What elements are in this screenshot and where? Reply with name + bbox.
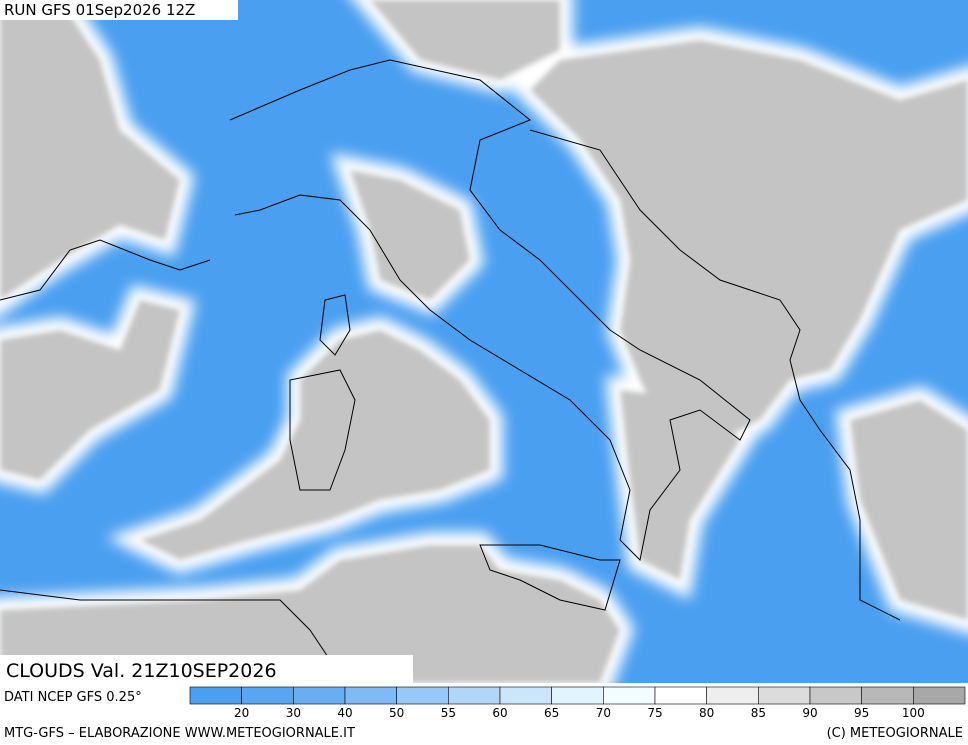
legend-level-label: 65 (544, 706, 559, 720)
legend-level-label: 40 (337, 706, 352, 720)
coastlines (0, 59, 901, 661)
run-label: RUN GFS 01Sep2026 12Z (4, 1, 195, 19)
legend-level-label: 70 (596, 706, 611, 720)
legend-swatch (654, 686, 707, 705)
legend-level-label: 55 (441, 706, 456, 720)
legend-swatch (551, 686, 604, 705)
legend-swatch (809, 686, 862, 705)
legend-level-label: 30 (286, 706, 301, 720)
legend-swatch (241, 686, 294, 705)
legend-swatch (913, 686, 966, 705)
legend-level-label: 20 (234, 706, 249, 720)
legend-level-label: 85 (751, 706, 766, 720)
legend-swatch (293, 686, 346, 705)
legend-level-label: 100 (902, 706, 925, 720)
legend-level-label: 50 (389, 706, 404, 720)
legend-level-label: 90 (802, 706, 817, 720)
field-label-box (0, 655, 413, 683)
legend-swatch (448, 686, 501, 705)
legend-swatch (396, 686, 449, 705)
legend-swatch (344, 686, 397, 705)
header-box (0, 0, 238, 20)
legend-swatch (706, 686, 759, 705)
legend-swatch (758, 686, 811, 705)
legend-level-label: 95 (854, 706, 869, 720)
field-label: CLOUDS Val. 21Z10SEP2026 (6, 660, 277, 682)
legend-level-label: 80 (699, 706, 714, 720)
legend-swatch (861, 686, 914, 705)
legend: 20 30 40 50 55 60 65 70 75 80 85 90 95 100 (189, 686, 966, 720)
source-label: DATI NCEP GFS 0.25° (4, 690, 142, 705)
legend-level-label: 75 (647, 706, 662, 720)
legend-swatch (189, 686, 242, 705)
legend-swatch (603, 686, 656, 705)
footer-right: (C) METEOGIORNALE (827, 726, 963, 741)
legend-swatch (499, 686, 552, 705)
cloud-overcast (0, 0, 968, 683)
footer-left: MTG-GFS – ELABORAZIONE WWW.METEOGIORNALE… (4, 726, 355, 741)
legend-level-label: 60 (492, 706, 507, 720)
